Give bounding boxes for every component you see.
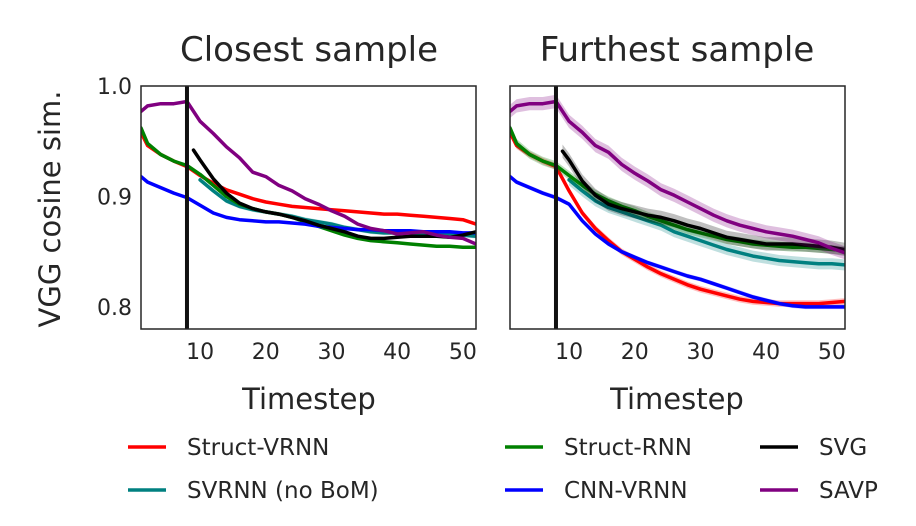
legend-item-svrnn-no-bom: SVRNN (no BoM): [128, 478, 379, 504]
series-line-struct-rnn: [141, 126, 476, 250]
legend-label: SAVP: [819, 478, 878, 504]
x-tick-label: 40: [383, 340, 411, 365]
x-tick-label: 20: [252, 340, 280, 365]
legend-item-savp: SAVP: [760, 478, 878, 504]
plot-frame: [509, 85, 846, 330]
x-tick-label: 10: [186, 340, 214, 365]
panel-1: 10 20 30 40 50: [509, 85, 846, 365]
x-tick-label: 40: [752, 340, 780, 365]
legend-label: Struct-VRNN: [187, 435, 329, 461]
x-axis-label-closest: Timestep: [241, 382, 376, 416]
panel-0: 10 20 30 40 50 0.8 0.9 1.0: [97, 75, 477, 365]
series-band-struct-vrnn: [141, 131, 476, 226]
x-tick-label: 30: [317, 340, 345, 365]
legend-item-struct-rnn: Struct-RNN: [505, 435, 692, 461]
series-line-savp: [141, 99, 476, 246]
y-tick-label: 0.9: [97, 185, 132, 210]
series-band-savp: [510, 94, 845, 260]
legend-item-cnn-vrnn: CNN-VRNN: [505, 478, 688, 504]
series-band-struct-rnn: [510, 123, 845, 255]
panel-title-closest: Closest sample: [180, 30, 438, 70]
x-tick-label: 50: [818, 340, 846, 365]
series-line-cnn-vrnn: [141, 174, 476, 235]
legend-label: CNN-VRNN: [564, 478, 688, 504]
panel-title-furthest: Furthest sample: [540, 30, 815, 70]
legend: Struct-VRNN SVRNN (no BoM) Struct-RNN CNN-V…: [128, 435, 878, 504]
series-line-svrnn-no-bom: [567, 178, 845, 267]
series-line-cnn-vrnn: [510, 174, 845, 309]
series-band-svrnn-no-bom: [569, 174, 845, 271]
legend-label: SVG: [819, 435, 867, 461]
plot-frame: [140, 85, 477, 330]
legend-label: Struct-RNN: [564, 435, 692, 461]
legend-label: SVRNN (no BoM): [187, 478, 379, 504]
legend-item-struct-vrnn: Struct-VRNN: [128, 435, 329, 461]
y-tick-label: 0.8: [97, 296, 132, 321]
series-line-struct-rnn: [510, 126, 845, 253]
y-tick-label: 1.0: [97, 75, 132, 100]
x-tick-label: 50: [449, 340, 477, 365]
series-line-svg: [191, 148, 476, 241]
x-tick-label: 30: [686, 340, 714, 365]
y-axis-label: VGG cosine sim.: [33, 91, 67, 328]
x-axis-label-furthest: Timestep: [609, 382, 744, 416]
x-tick-label: 10: [555, 340, 583, 365]
legend-item-svg: SVG: [760, 435, 867, 461]
series-line-savp: [510, 99, 845, 255]
series-line-svg: [560, 149, 845, 252]
series-line-struct-vrnn: [141, 130, 476, 226]
x-tick-label: 20: [621, 340, 649, 365]
